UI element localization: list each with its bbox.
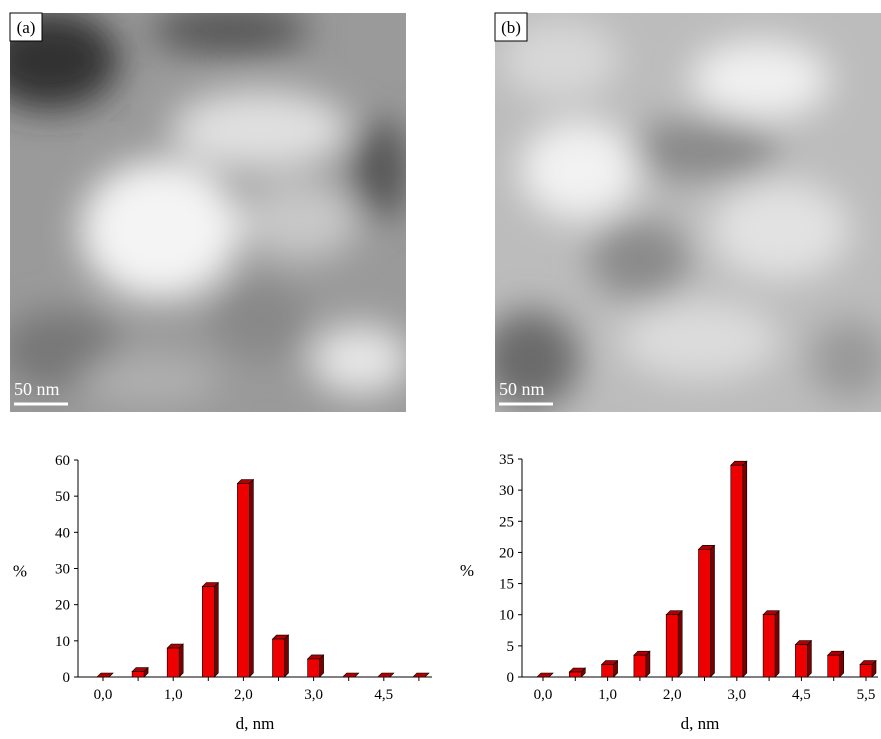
y-tick-label: 40 bbox=[55, 525, 70, 541]
x-axis-label: d, nm bbox=[681, 714, 720, 733]
bar-side bbox=[284, 634, 289, 678]
x-tick-label: 4,5 bbox=[374, 687, 393, 703]
bar-side bbox=[214, 581, 219, 678]
bar-side bbox=[178, 643, 184, 678]
y-tick-label: 50 bbox=[55, 489, 70, 505]
bar-side bbox=[249, 478, 254, 678]
y-tick-label: 35 bbox=[499, 452, 514, 468]
x-tick-label: 3,0 bbox=[727, 687, 746, 703]
bar-side bbox=[774, 609, 780, 678]
scale-bar-label: 50 nm bbox=[14, 379, 60, 399]
y-tick-label: 5 bbox=[507, 639, 515, 655]
bar-top bbox=[412, 672, 430, 678]
y-tick-label: 0 bbox=[507, 670, 515, 686]
bar bbox=[307, 658, 320, 678]
bar bbox=[202, 586, 215, 678]
bar bbox=[237, 483, 250, 678]
bar-top bbox=[341, 672, 360, 678]
bar bbox=[633, 654, 647, 678]
bar bbox=[166, 647, 180, 678]
x-tick-label: 2,0 bbox=[234, 687, 253, 703]
bar-side bbox=[839, 650, 845, 678]
panel-label: (b) bbox=[501, 18, 521, 37]
y-tick-label: 25 bbox=[499, 514, 514, 530]
x-tick-label: 2,0 bbox=[663, 687, 682, 703]
x-tick-label: 1,0 bbox=[164, 687, 183, 703]
y-axis-label: % bbox=[13, 562, 27, 581]
bar bbox=[730, 464, 744, 678]
panel-label: (a) bbox=[17, 18, 36, 37]
y-tick-label: 0 bbox=[63, 670, 71, 686]
bar bbox=[859, 664, 873, 678]
x-tick-label: 0,0 bbox=[94, 687, 113, 703]
bar-top bbox=[377, 672, 395, 678]
y-tick-label: 30 bbox=[499, 483, 514, 499]
x-tick-label: 0,0 bbox=[534, 687, 553, 703]
bar bbox=[665, 614, 679, 678]
y-tick-label: 30 bbox=[55, 562, 70, 578]
bar bbox=[698, 549, 711, 678]
bar-side bbox=[807, 639, 812, 678]
bar-top bbox=[96, 672, 114, 678]
y-tick-label: 15 bbox=[499, 577, 514, 593]
tem-image bbox=[10, 13, 406, 412]
bar-top bbox=[536, 672, 554, 678]
panel-label-box bbox=[494, 12, 528, 42]
bar bbox=[272, 638, 285, 678]
bar bbox=[601, 664, 614, 678]
x-tick-label: 1,0 bbox=[598, 687, 617, 703]
bar-side bbox=[645, 650, 651, 678]
bar-side bbox=[742, 460, 748, 678]
x-tick-label: 4,5 bbox=[792, 687, 811, 703]
bar-side bbox=[710, 544, 715, 678]
panel-label-box bbox=[9, 12, 43, 42]
bar bbox=[827, 654, 841, 678]
y-axis-label: % bbox=[460, 561, 474, 580]
y-tick-label: 20 bbox=[499, 545, 514, 561]
x-tick-label: 5,5 bbox=[857, 687, 876, 703]
y-tick-label: 20 bbox=[55, 598, 70, 614]
y-tick-label: 10 bbox=[499, 608, 514, 624]
bar bbox=[568, 671, 582, 678]
scale-bar-label: 50 nm bbox=[499, 379, 545, 399]
y-tick-label: 10 bbox=[55, 634, 70, 650]
bar bbox=[795, 644, 808, 678]
bar-side bbox=[677, 609, 683, 678]
bar bbox=[762, 614, 776, 678]
tem-image bbox=[495, 13, 881, 412]
y-tick-label: 60 bbox=[55, 453, 70, 469]
x-axis-label: d, nm bbox=[236, 714, 275, 733]
bar bbox=[131, 671, 145, 678]
x-tick-label: 3,0 bbox=[304, 687, 323, 703]
